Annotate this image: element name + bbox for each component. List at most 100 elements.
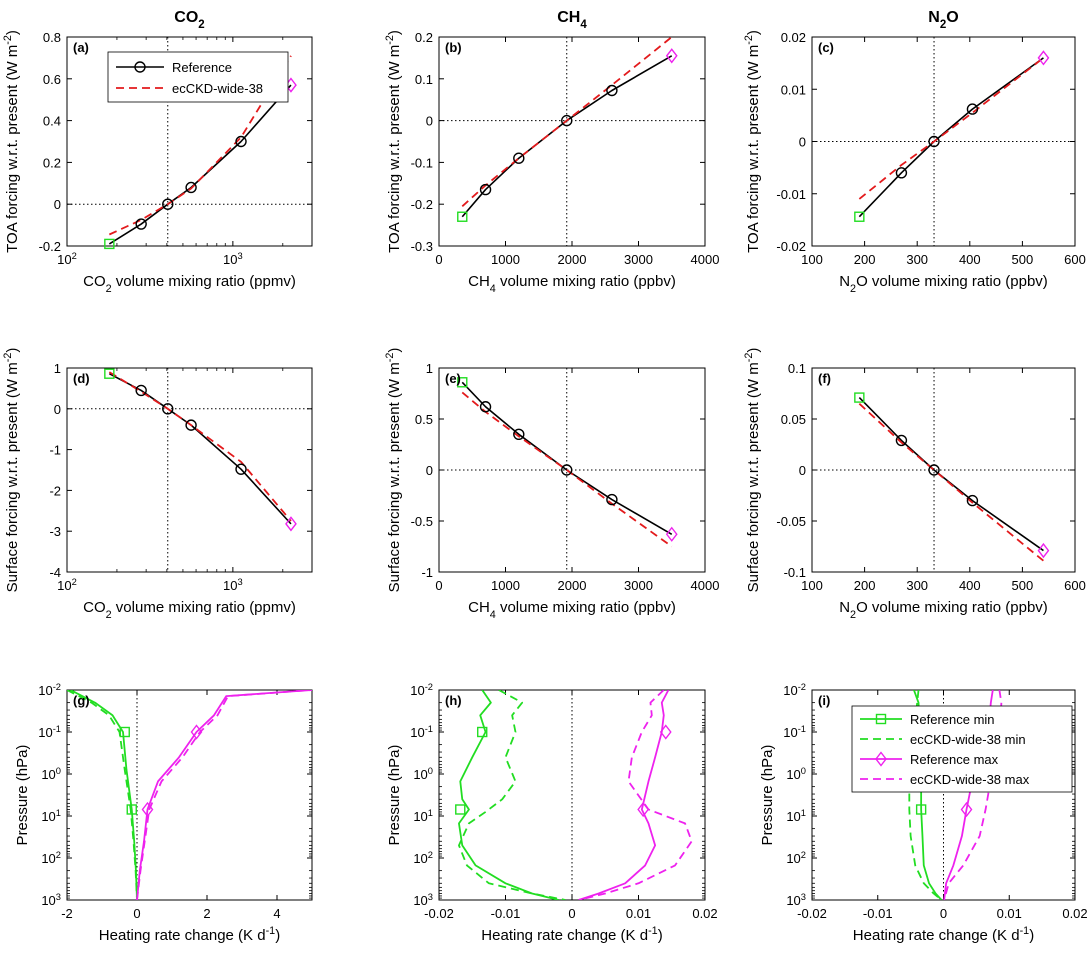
- square-marker: [119, 726, 130, 738]
- y-tick-label-script: -2: [798, 682, 806, 692]
- y-axis-label-part: Pressure (hPa): [386, 745, 403, 846]
- y-tick-label-script: 2: [56, 850, 61, 860]
- y-axis-label-part: Pressure (hPa): [759, 745, 776, 846]
- x-tick-label: 0.02: [692, 906, 717, 921]
- x-axis-label-part: ): [658, 927, 663, 944]
- x-tick-label-part: 10: [57, 578, 71, 593]
- x-axis-label: Heating rate change (K d-1): [99, 925, 280, 944]
- x-tick-label: -0.01: [863, 906, 893, 921]
- panel-label: (b): [445, 40, 462, 55]
- x-axis-label-script: -1: [1020, 925, 1030, 937]
- series-line-reference: [108, 84, 292, 245]
- x-axis-label-part: volume mixing ratio (ppmv): [112, 599, 296, 616]
- x-axis-label-script: -1: [648, 925, 658, 937]
- legend: Reference min ecCKD-wide-38 min Reference …: [851, 705, 1073, 793]
- x-tick-label: 0.01: [997, 906, 1022, 921]
- x-tick-label: 4000: [691, 252, 720, 267]
- y-tick-label-script: 3: [56, 892, 61, 902]
- x-tick-label-script: 3: [237, 577, 242, 587]
- series-line-reference: [108, 373, 292, 525]
- reference-point: [513, 152, 525, 164]
- y-tick-label: 100: [413, 766, 433, 782]
- x-axis-label-script: 2: [850, 609, 856, 621]
- x-axis-label-script: 2: [106, 283, 112, 295]
- column-title-main: N: [928, 9, 940, 26]
- y-tick-label: 0.02: [781, 30, 806, 45]
- x-tick-label: 103: [223, 251, 243, 267]
- y-axis-label: Surface forcing w.r.t. present (W m-2): [384, 348, 403, 593]
- y-tick-label-part: 10: [41, 809, 55, 824]
- x-tick-label: 1000: [491, 252, 520, 267]
- series-line-max-dash: [136, 690, 312, 900]
- column-title-sub: 2: [198, 19, 204, 31]
- x-axis-label-part: N: [839, 273, 850, 290]
- y-tick-label: -0.1: [784, 565, 806, 580]
- y-tick-label: 103: [786, 892, 806, 908]
- x-tick-label: 3000: [624, 252, 653, 267]
- y-axis-label-part: Surface forcing w.r.t. present (W m: [745, 362, 762, 592]
- y-tick-label: 0: [54, 197, 61, 212]
- series-group: [67, 690, 312, 900]
- x-tick-label: 0: [133, 906, 140, 921]
- x-axis-label-part: volume mixing ratio (ppbv): [496, 273, 676, 290]
- panel-label: (e): [445, 371, 461, 386]
- x-axis-label: Heating rate change (K d-1): [853, 925, 1034, 944]
- x-tick-label: -2: [61, 906, 73, 921]
- x-axis-label-script: 4: [490, 283, 496, 295]
- y-tick-label-part: 10: [783, 725, 797, 740]
- x-axis-label: N2O volume mixing ratio (ppbv): [839, 273, 1048, 295]
- series-line-reference: [461, 55, 673, 218]
- reference-point: [513, 428, 525, 440]
- legend-label: Reference: [172, 60, 232, 75]
- x-axis-label-part: Heating rate change (K d: [99, 927, 266, 944]
- legend-label: ecCKD-wide-38: [172, 81, 263, 96]
- column-title-2: N2O: [928, 9, 958, 31]
- y-axis-label-part: ): [4, 30, 21, 35]
- series-line-model: [461, 391, 673, 548]
- y-tick-label-part: 10: [783, 683, 797, 698]
- x-tick-label: 500: [1012, 252, 1034, 267]
- x-tick-label-part: 10: [223, 252, 237, 267]
- panel-label: (h): [445, 693, 462, 708]
- y-tick-label: -0.1: [411, 155, 433, 170]
- y-axis-label-part: Surface forcing w.r.t. present (W m: [4, 362, 21, 592]
- legend: Reference ecCKD-wide-38: [107, 51, 289, 103]
- y-axis-label-part: TOA forcing w.r.t. present (W m: [745, 45, 762, 253]
- y-axis-label-script: -2: [384, 353, 396, 363]
- min-endpoint-marker: [457, 211, 468, 222]
- x-tick-label: -0.01: [491, 906, 521, 921]
- y-tick-label: 103: [41, 892, 61, 908]
- x-tick-label: 400: [959, 578, 981, 593]
- x-tick-label: 0: [435, 252, 442, 267]
- reference-point: [561, 464, 573, 476]
- y-tick-label: 100: [786, 766, 806, 782]
- panel-c: 100 200 300 400 500 600 -0.02 -0.01 0 0.01 0.02 N2O…: [743, 30, 1086, 295]
- y-tick-label: 0: [54, 402, 61, 417]
- x-tick-label: 4000: [691, 578, 720, 593]
- x-tick-label: -0.02: [797, 906, 827, 921]
- y-tick-label-part: 10: [786, 893, 800, 908]
- axes-box: [66, 367, 313, 573]
- reference-point: [479, 183, 492, 196]
- diamond-marker: [190, 724, 203, 740]
- diamond-marker: [960, 801, 973, 818]
- legend-label: ecCKD-wide-38 max: [910, 772, 1030, 787]
- y-tick-label: 0.01: [781, 82, 806, 97]
- axes-box: [66, 689, 313, 901]
- x-tick-label: 300: [906, 578, 928, 593]
- y-axis-label: Surface forcing w.r.t. present (W m-2): [2, 348, 21, 593]
- y-tick-label: 10-2: [38, 682, 61, 698]
- y-tick-label-part: 10: [413, 809, 427, 824]
- y-tick-label-script: -1: [798, 724, 806, 734]
- column-titles: CO2 CH4 N2O: [174, 9, 958, 31]
- column-title-main: CO: [174, 9, 198, 26]
- series-line-min: [70, 690, 138, 900]
- series-group: [458, 690, 693, 900]
- y-tick-label: 10-2: [783, 682, 806, 698]
- y-tick-label: 102: [413, 850, 433, 866]
- legend-label: ecCKD-wide-38 min: [910, 732, 1026, 747]
- column-title-sub: 2: [940, 19, 946, 31]
- x-axis-label-part: CO: [83, 273, 106, 290]
- y-tick-label-part: 10: [410, 725, 424, 740]
- y-axis-label-script: -2: [743, 35, 755, 45]
